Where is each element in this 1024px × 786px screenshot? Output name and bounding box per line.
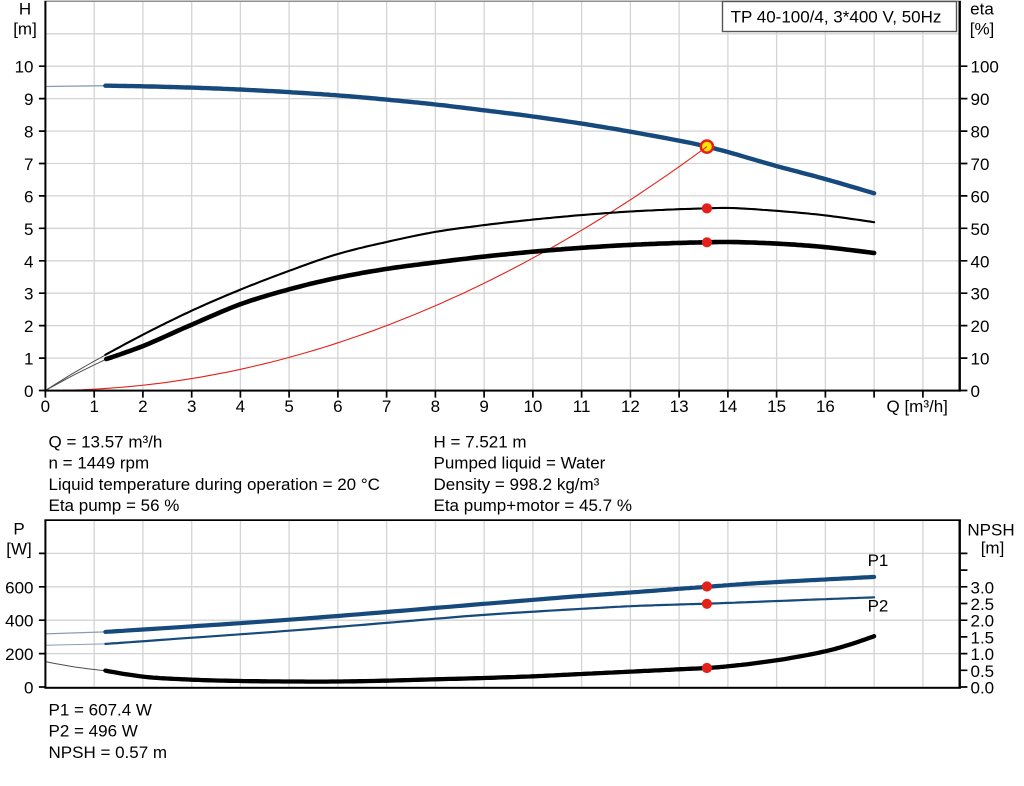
svg-text:2: 2 xyxy=(24,317,33,336)
svg-text:5: 5 xyxy=(284,397,293,416)
svg-text:Density = 998.2 kg/m³: Density = 998.2 kg/m³ xyxy=(434,475,600,494)
svg-text:400: 400 xyxy=(5,612,33,631)
svg-text:3: 3 xyxy=(24,285,33,304)
svg-text:40: 40 xyxy=(971,252,990,271)
svg-text:2: 2 xyxy=(138,397,147,416)
svg-text:Eta pump = 56 %: Eta pump = 56 % xyxy=(49,496,180,515)
svg-text:[W]: [W] xyxy=(6,540,32,559)
svg-text:8: 8 xyxy=(431,397,440,416)
svg-text:2.0: 2.0 xyxy=(971,612,995,631)
svg-text:3.0: 3.0 xyxy=(971,578,995,597)
svg-text:eta: eta xyxy=(970,0,994,19)
svg-text:NPSH: NPSH xyxy=(967,521,1014,540)
svg-text:10: 10 xyxy=(523,397,542,416)
svg-text:600: 600 xyxy=(5,578,33,597)
svg-text:1.5: 1.5 xyxy=(971,628,995,647)
svg-text:80: 80 xyxy=(971,123,990,142)
svg-text:14: 14 xyxy=(718,397,737,416)
svg-text:11: 11 xyxy=(573,397,591,416)
svg-text:2.5: 2.5 xyxy=(971,595,995,614)
svg-text:P: P xyxy=(13,520,24,539)
svg-text:1.0: 1.0 xyxy=(971,645,995,664)
svg-text:Q [m³/h]: Q [m³/h] xyxy=(887,397,948,416)
svg-text:20: 20 xyxy=(971,317,990,336)
svg-text:1: 1 xyxy=(89,397,98,416)
svg-text:H: H xyxy=(19,0,31,19)
svg-text:8: 8 xyxy=(24,123,33,142)
svg-text:TP 40-100/4, 3*400 V, 50Hz: TP 40-100/4, 3*400 V, 50Hz xyxy=(731,8,942,27)
svg-text:9: 9 xyxy=(479,397,488,416)
svg-text:10: 10 xyxy=(15,58,34,77)
svg-text:0: 0 xyxy=(971,382,980,401)
svg-text:P2 = 496 W: P2 = 496 W xyxy=(49,722,138,741)
svg-text:H = 7.521 m: H = 7.521 m xyxy=(434,433,527,452)
svg-text:3: 3 xyxy=(187,397,196,416)
svg-text:7: 7 xyxy=(382,397,391,416)
svg-text:1: 1 xyxy=(24,350,33,369)
svg-text:0.0: 0.0 xyxy=(971,679,995,698)
svg-text:70: 70 xyxy=(971,155,990,174)
svg-text:9: 9 xyxy=(24,90,33,109)
svg-text:5: 5 xyxy=(24,220,33,239)
svg-text:6: 6 xyxy=(333,397,342,416)
svg-text:90: 90 xyxy=(971,90,990,109)
svg-text:[m]: [m] xyxy=(981,539,1005,558)
svg-text:50: 50 xyxy=(971,220,990,239)
svg-text:30: 30 xyxy=(971,285,990,304)
svg-text:P1 = 607.4 W: P1 = 607.4 W xyxy=(49,701,152,720)
svg-text:P1: P1 xyxy=(868,551,889,570)
svg-text:[%]: [%] xyxy=(970,20,995,39)
svg-text:0: 0 xyxy=(24,382,33,401)
svg-text:6: 6 xyxy=(24,187,33,206)
svg-text:[m]: [m] xyxy=(13,20,37,39)
svg-text:0: 0 xyxy=(41,397,50,416)
svg-text:P2: P2 xyxy=(868,597,889,616)
svg-text:0.5: 0.5 xyxy=(971,662,995,681)
svg-text:7: 7 xyxy=(24,155,33,174)
svg-text:Liquid temperature during oper: Liquid temperature during operation = 20… xyxy=(49,475,380,494)
svg-text:NPSH = 0.57 m: NPSH = 0.57 m xyxy=(49,743,168,762)
svg-text:n = 1449 rpm: n = 1449 rpm xyxy=(49,454,150,473)
svg-text:60: 60 xyxy=(971,187,990,206)
svg-text:100: 100 xyxy=(971,58,999,77)
svg-text:15: 15 xyxy=(767,397,786,416)
svg-text:200: 200 xyxy=(5,645,33,664)
svg-text:Q = 13.57 m³/h: Q = 13.57 m³/h xyxy=(49,433,163,452)
svg-text:16: 16 xyxy=(816,397,835,416)
svg-text:12: 12 xyxy=(621,397,640,416)
svg-text:4: 4 xyxy=(236,397,245,416)
svg-text:4: 4 xyxy=(24,252,33,271)
svg-text:0: 0 xyxy=(24,679,33,698)
svg-text:Pumped liquid = Water: Pumped liquid = Water xyxy=(434,454,606,473)
svg-text:13: 13 xyxy=(670,397,689,416)
svg-text:Eta pump+motor = 45.7 %: Eta pump+motor = 45.7 % xyxy=(434,496,632,515)
svg-text:10: 10 xyxy=(971,350,990,369)
